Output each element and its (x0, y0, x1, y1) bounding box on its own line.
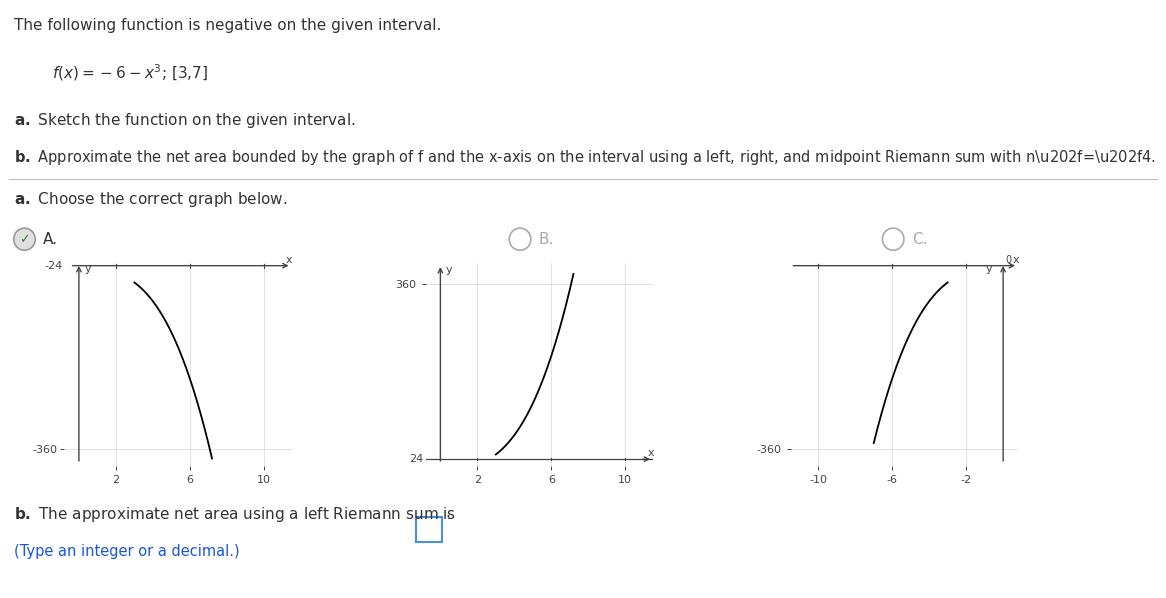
Text: y: y (985, 264, 992, 274)
Text: (Type an integer or a decimal.): (Type an integer or a decimal.) (14, 544, 240, 559)
Text: A.: A. (43, 231, 58, 247)
Text: y: y (84, 264, 91, 274)
Text: ✓: ✓ (19, 233, 30, 246)
Text: $f(x) = -6 - x^3$; [3,7]: $f(x) = -6 - x^3$; [3,7] (52, 63, 209, 84)
Text: x: x (1012, 255, 1019, 265)
Text: y: y (445, 265, 452, 274)
Circle shape (510, 228, 531, 250)
Text: $\mathbf{a.}$ Choose the correct graph below.: $\mathbf{a.}$ Choose the correct graph b… (14, 190, 288, 209)
Text: 24: 24 (409, 454, 423, 464)
Circle shape (883, 228, 904, 250)
Text: C.: C. (912, 231, 927, 247)
Text: x: x (286, 255, 293, 265)
Text: .: . (445, 505, 450, 520)
Text: 0: 0 (1005, 255, 1011, 265)
Circle shape (14, 228, 35, 250)
Text: -24: -24 (44, 261, 62, 271)
Text: x: x (647, 448, 654, 458)
Text: The following function is negative on the given interval.: The following function is negative on th… (14, 18, 442, 33)
Text: $\mathbf{b.}$ Approximate the net area bounded by the graph of f and the x-axis : $\mathbf{b.}$ Approximate the net area b… (14, 148, 1156, 167)
Text: $\mathbf{b.}$ The approximate net area using a left Riemann sum is: $\mathbf{b.}$ The approximate net area u… (14, 505, 456, 524)
Text: $\mathbf{a.}$ Sketch the function on the given interval.: $\mathbf{a.}$ Sketch the function on the… (14, 111, 356, 130)
Text: B.: B. (539, 231, 554, 247)
